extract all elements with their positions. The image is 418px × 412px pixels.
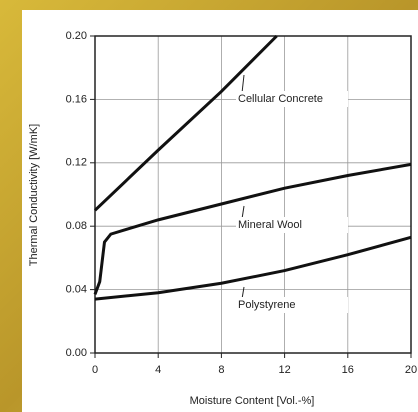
y-tick-label: 0.12 [66,157,87,169]
line-series [93,162,412,295]
y-tick-label: 0.08 [66,220,87,232]
y-axis-label: Thermal Conductivity [W/mK] [28,124,40,266]
y-tick-label: 0.20 [66,30,87,42]
y-tick-label: 0.16 [66,93,87,105]
x-tick-label: 20 [405,364,417,376]
line-series [93,34,278,212]
x-tick-label: 0 [92,364,98,376]
leader-line [241,74,245,94]
series-label: Mineral Wool [238,219,302,231]
label-bg [236,217,348,233]
panel [22,10,418,412]
line-series [94,235,412,301]
series-label: Cellular Concrete [238,93,323,105]
y-tick-label: 0.04 [66,284,87,296]
label-bg [236,297,348,313]
leader-line [241,205,245,220]
series-label: Polystyrene [238,299,295,311]
y-tick-label: 0.00 [66,347,87,359]
x-tick-label: 16 [342,364,354,376]
x-tick-label: 12 [278,364,290,376]
x-tick-label: 4 [155,364,161,376]
label-bg [236,91,348,107]
plot-frame [94,35,412,354]
x-axis-label: Moisture Content [Vol.-%] [190,395,315,407]
x-tick-label: 8 [218,364,224,376]
